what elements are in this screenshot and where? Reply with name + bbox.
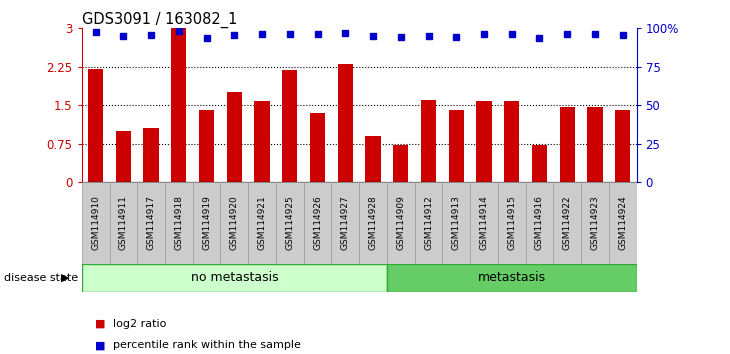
- FancyBboxPatch shape: [220, 182, 248, 264]
- Text: GSM114921: GSM114921: [258, 196, 266, 250]
- Text: disease state: disease state: [4, 273, 78, 283]
- Text: GSM114919: GSM114919: [202, 195, 211, 251]
- Bar: [449, 110, 464, 182]
- Bar: [588, 107, 602, 182]
- Text: ■: ■: [95, 340, 105, 350]
- FancyBboxPatch shape: [526, 182, 553, 264]
- Text: GSM114915: GSM114915: [507, 195, 516, 251]
- Text: GSM114928: GSM114928: [369, 196, 377, 250]
- Text: GDS3091 / 163082_1: GDS3091 / 163082_1: [82, 12, 237, 28]
- Text: ■: ■: [95, 319, 105, 329]
- Bar: [172, 28, 186, 182]
- Bar: [560, 107, 575, 182]
- Bar: [504, 101, 519, 182]
- FancyBboxPatch shape: [137, 182, 165, 264]
- FancyBboxPatch shape: [581, 182, 609, 264]
- Text: metastasis: metastasis: [477, 272, 546, 284]
- Bar: [116, 131, 131, 182]
- Text: ▶: ▶: [61, 273, 69, 283]
- Text: GSM114911: GSM114911: [119, 195, 128, 251]
- FancyBboxPatch shape: [276, 182, 304, 264]
- Text: percentile rank within the sample: percentile rank within the sample: [113, 340, 301, 350]
- Text: GSM114913: GSM114913: [452, 195, 461, 251]
- Bar: [283, 70, 297, 182]
- Bar: [255, 101, 269, 182]
- FancyBboxPatch shape: [387, 182, 415, 264]
- Text: GSM114925: GSM114925: [285, 196, 294, 250]
- FancyBboxPatch shape: [248, 182, 276, 264]
- Bar: [88, 69, 103, 182]
- FancyBboxPatch shape: [331, 182, 359, 264]
- FancyBboxPatch shape: [165, 182, 193, 264]
- Text: GSM114923: GSM114923: [591, 196, 599, 250]
- Text: GSM114920: GSM114920: [230, 196, 239, 250]
- Text: GSM114922: GSM114922: [563, 196, 572, 250]
- Text: GSM114912: GSM114912: [424, 196, 433, 250]
- Bar: [532, 145, 547, 182]
- Text: GSM114926: GSM114926: [313, 196, 322, 250]
- Bar: [393, 145, 408, 182]
- FancyBboxPatch shape: [609, 182, 637, 264]
- FancyBboxPatch shape: [193, 182, 220, 264]
- Text: GSM114927: GSM114927: [341, 196, 350, 250]
- Text: GSM114917: GSM114917: [147, 195, 155, 251]
- Text: GSM114918: GSM114918: [174, 195, 183, 251]
- Bar: [366, 136, 380, 182]
- Bar: [615, 110, 630, 182]
- FancyBboxPatch shape: [415, 182, 442, 264]
- Text: no metastasis: no metastasis: [191, 272, 278, 284]
- Bar: [338, 64, 353, 182]
- FancyBboxPatch shape: [359, 182, 387, 264]
- Text: GSM114916: GSM114916: [535, 195, 544, 251]
- Text: GSM114909: GSM114909: [396, 195, 405, 251]
- Text: GSM114910: GSM114910: [91, 195, 100, 251]
- Bar: [227, 92, 242, 182]
- FancyBboxPatch shape: [553, 182, 581, 264]
- FancyBboxPatch shape: [442, 182, 470, 264]
- Bar: [421, 100, 436, 182]
- Text: GSM114924: GSM114924: [618, 196, 627, 250]
- Bar: [310, 113, 325, 182]
- Text: log2 ratio: log2 ratio: [113, 319, 166, 329]
- Bar: [477, 101, 491, 182]
- Bar: [199, 110, 214, 182]
- FancyBboxPatch shape: [498, 182, 526, 264]
- FancyBboxPatch shape: [110, 182, 137, 264]
- FancyBboxPatch shape: [82, 182, 110, 264]
- FancyBboxPatch shape: [387, 264, 637, 292]
- Text: GSM114914: GSM114914: [480, 196, 488, 250]
- FancyBboxPatch shape: [82, 264, 387, 292]
- Bar: [144, 129, 158, 182]
- FancyBboxPatch shape: [470, 182, 498, 264]
- FancyBboxPatch shape: [304, 182, 331, 264]
